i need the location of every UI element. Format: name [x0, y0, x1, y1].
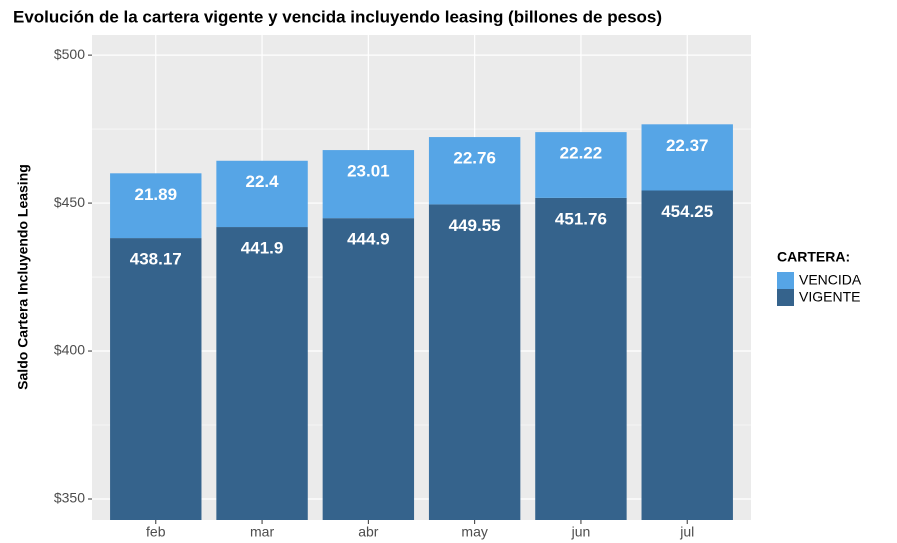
value-label: 23.01: [347, 162, 390, 181]
x-tick-label: jul: [679, 524, 694, 540]
legend-key: [777, 289, 794, 306]
legend-label: VENCIDA: [799, 272, 862, 288]
x-tick-label: abr: [358, 524, 379, 540]
value-label: 22.76: [453, 149, 496, 168]
value-label: 451.76: [555, 209, 607, 228]
chart-title: Evolución de la cartera vigente y vencid…: [13, 7, 662, 26]
bar-segment: [322, 150, 415, 219]
value-label: 444.9: [347, 230, 390, 249]
value-label: 21.89: [135, 185, 178, 204]
value-label: 449.55: [449, 216, 501, 235]
legend-key: [777, 272, 794, 289]
panel: [92, 35, 751, 520]
value-label: 454.25: [661, 202, 713, 221]
bar-segment: [641, 124, 733, 191]
value-label: 22.22: [560, 144, 603, 163]
bar-segment: [110, 238, 202, 520]
x-tick-label: may: [461, 524, 487, 540]
y-axis-title: Saldo Cartera Incluyendo Leasing: [15, 164, 31, 390]
y-tick-label: $450: [54, 194, 85, 210]
x-tick-label: feb: [146, 524, 166, 540]
y-tick-label: $400: [54, 342, 85, 358]
bar-segment: [216, 160, 308, 228]
legend-label: VIGENTE: [799, 289, 860, 305]
bar-segment: [110, 173, 202, 239]
value-label: 22.4: [246, 172, 280, 191]
y-tick-label: $350: [54, 490, 85, 506]
bar-segment: [535, 197, 627, 520]
value-label: 22.37: [666, 136, 709, 155]
bar-segment: [322, 218, 415, 520]
value-label: 441.9: [241, 239, 284, 258]
x-tick-label: jun: [571, 524, 591, 540]
bar-segment: [641, 190, 733, 520]
bar-segment: [428, 204, 521, 520]
x-tick-label: mar: [250, 524, 274, 540]
bar-segment: [535, 132, 627, 198]
y-tick-label: $500: [54, 46, 85, 62]
bar-segment: [216, 227, 308, 520]
bar-segment: [428, 137, 521, 205]
legend-title: CARTERA:: [777, 249, 850, 265]
value-label: 438.17: [130, 250, 182, 269]
